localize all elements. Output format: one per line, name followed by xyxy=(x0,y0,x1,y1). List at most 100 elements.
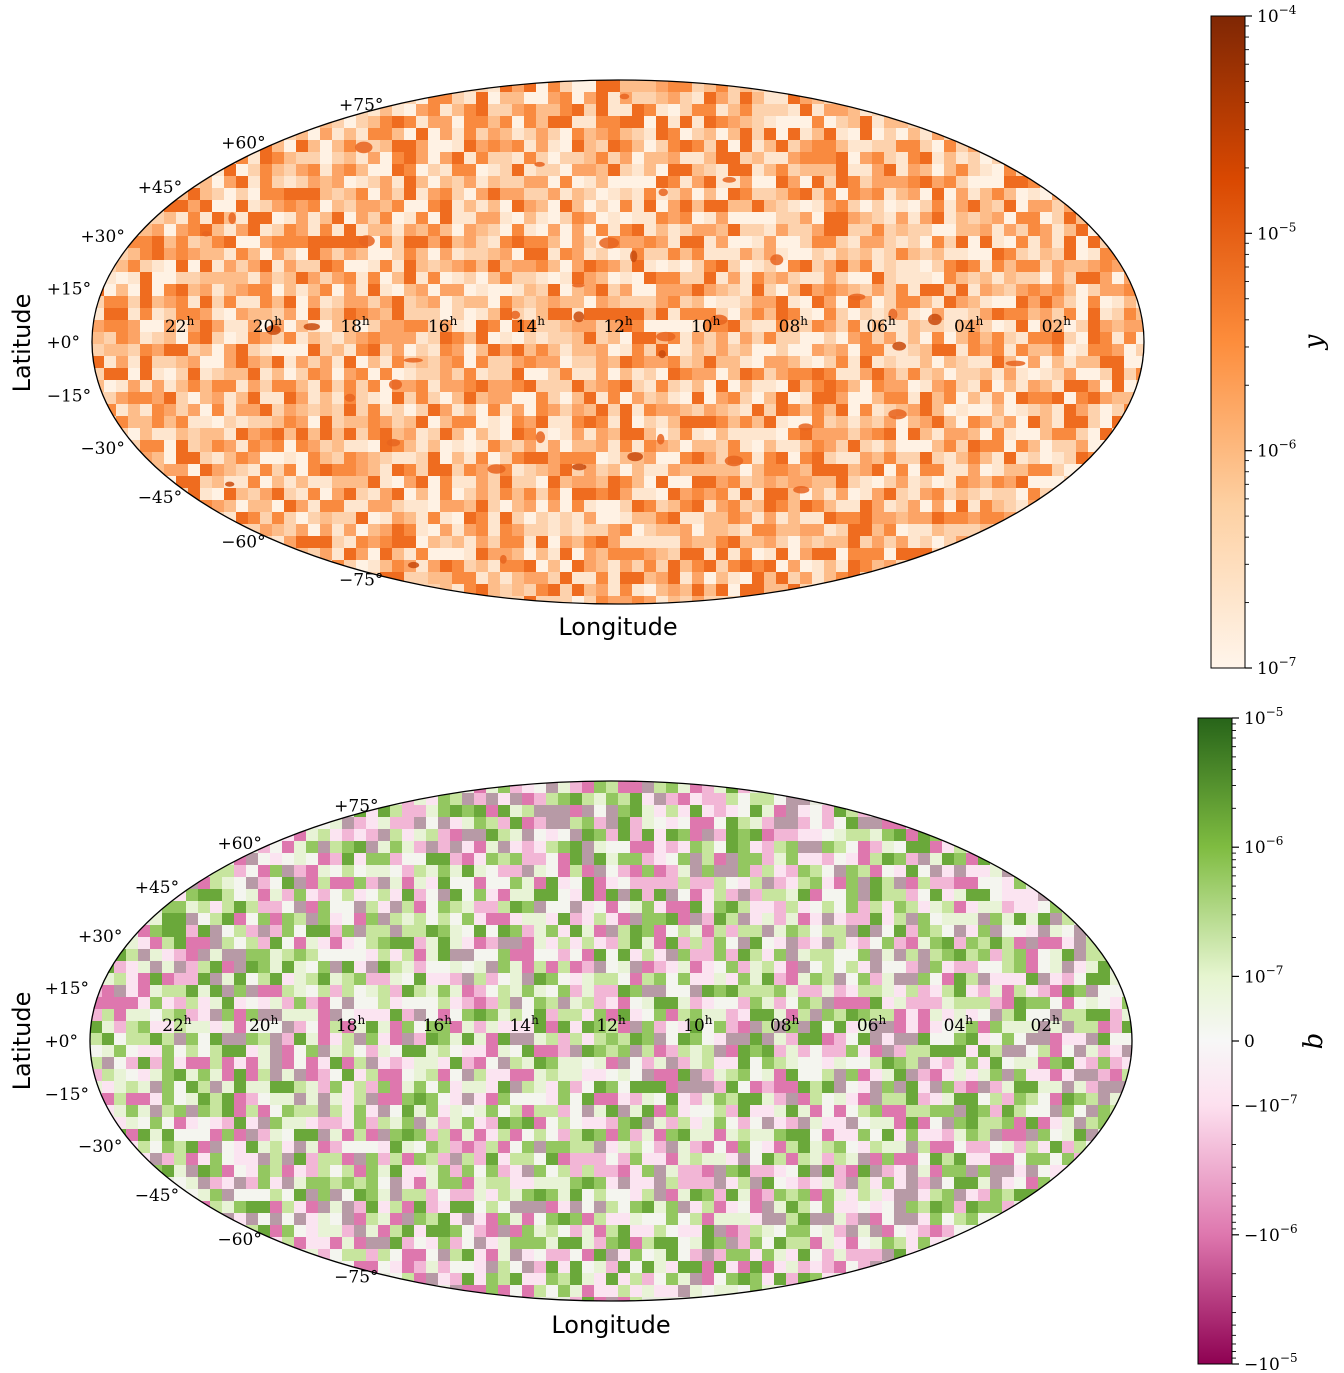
map-pixel xyxy=(1038,961,1050,973)
map-pixel xyxy=(572,584,584,596)
map-pixel xyxy=(294,889,306,901)
map-pixel xyxy=(980,440,992,452)
map-pixel xyxy=(630,1069,642,1081)
map-pixel xyxy=(632,236,644,248)
map-pixel xyxy=(776,272,788,284)
map-pixel xyxy=(344,308,356,320)
map-pixel xyxy=(740,296,752,308)
map-pixel xyxy=(774,937,786,949)
map-pixel xyxy=(762,793,774,805)
map-pixel xyxy=(594,1033,606,1045)
map-pixel xyxy=(692,200,704,212)
map-pixel xyxy=(1064,236,1076,248)
lat-tick-label: +15° xyxy=(47,279,91,299)
map-pixel xyxy=(978,925,990,937)
map-pixel xyxy=(702,829,714,841)
map-pixel xyxy=(582,901,594,913)
map-pixel xyxy=(848,236,860,248)
map-pixel xyxy=(248,332,260,344)
map-pixel xyxy=(992,452,1004,464)
map-pixel xyxy=(572,560,584,572)
map-pixel xyxy=(1014,937,1026,949)
map-pixel xyxy=(788,500,800,512)
map-pixel xyxy=(714,889,726,901)
map-pixel xyxy=(680,464,692,476)
map-pixel xyxy=(860,272,872,284)
map-pixel xyxy=(1136,320,1144,332)
map-pixel xyxy=(1004,380,1016,392)
map-pixel xyxy=(920,524,932,536)
map-pixel xyxy=(620,308,632,320)
map-pixel xyxy=(452,92,464,104)
map-pixel xyxy=(318,1033,330,1045)
map-pixel xyxy=(620,524,632,536)
map-pixel xyxy=(438,1021,450,1033)
map-pixel xyxy=(356,164,368,176)
map-pixel xyxy=(632,368,644,380)
map-pixel xyxy=(896,260,908,272)
map-pixel xyxy=(438,1009,450,1021)
map-pixel xyxy=(810,913,822,925)
map-pixel xyxy=(500,488,512,500)
map-pixel xyxy=(824,104,836,116)
map-pixel xyxy=(450,1021,462,1033)
map-pixel xyxy=(644,404,656,416)
map-pixel xyxy=(464,548,476,560)
map-pixel xyxy=(918,997,930,1009)
map-pixel xyxy=(656,116,668,128)
map-pixel xyxy=(798,901,810,913)
map-pixel xyxy=(258,961,270,973)
map-pixel xyxy=(618,985,630,997)
map-pixel xyxy=(668,500,680,512)
map-pixel xyxy=(680,440,692,452)
map-pixel xyxy=(812,500,824,512)
map-pixel xyxy=(872,152,884,164)
map-pixel xyxy=(356,380,368,392)
map-pixel xyxy=(882,865,894,877)
map-pixel xyxy=(320,152,332,164)
map-pixel xyxy=(1040,320,1052,332)
map-pixel xyxy=(750,1033,762,1045)
map-pixel xyxy=(320,296,332,308)
map-pixel xyxy=(1004,200,1016,212)
map-pixel xyxy=(846,841,858,853)
map-pixel xyxy=(366,1021,378,1033)
map-pixel xyxy=(452,560,464,572)
map-pixel xyxy=(1038,937,1050,949)
map-pixel xyxy=(368,368,380,380)
map-pixel xyxy=(512,284,524,296)
map-pixel xyxy=(608,296,620,308)
map-pixel xyxy=(308,404,320,416)
map-pixel xyxy=(368,320,380,332)
map-pixel xyxy=(320,428,332,440)
map-pixel xyxy=(1100,344,1112,356)
map-pixel xyxy=(356,440,368,452)
map-pixel xyxy=(272,452,284,464)
map-pixel xyxy=(882,841,894,853)
map-pixel xyxy=(1112,296,1124,308)
map-pixel xyxy=(788,392,800,404)
map-pixel xyxy=(704,560,716,572)
map-pixel xyxy=(150,1009,162,1021)
map-pixel xyxy=(500,284,512,296)
map-pixel xyxy=(656,392,668,404)
map-pixel xyxy=(356,368,368,380)
map-pixel xyxy=(152,392,164,404)
map-pixel xyxy=(380,188,392,200)
map-pixel xyxy=(344,404,356,416)
map-pixel xyxy=(728,488,740,500)
map-pixel xyxy=(738,805,750,817)
map-pixel xyxy=(750,997,762,1009)
map-pixel xyxy=(260,512,272,524)
map-pixel xyxy=(810,877,822,889)
map-pixel xyxy=(248,248,260,260)
map-pixel xyxy=(716,416,728,428)
map-pixel xyxy=(390,1045,402,1057)
map-pixel xyxy=(236,416,248,428)
map-pixel xyxy=(1040,380,1052,392)
map-pixel xyxy=(426,1045,438,1057)
map-pixel xyxy=(764,428,776,440)
map-pixel xyxy=(488,548,500,560)
map-pixel xyxy=(150,937,162,949)
map-pixel xyxy=(666,1009,678,1021)
